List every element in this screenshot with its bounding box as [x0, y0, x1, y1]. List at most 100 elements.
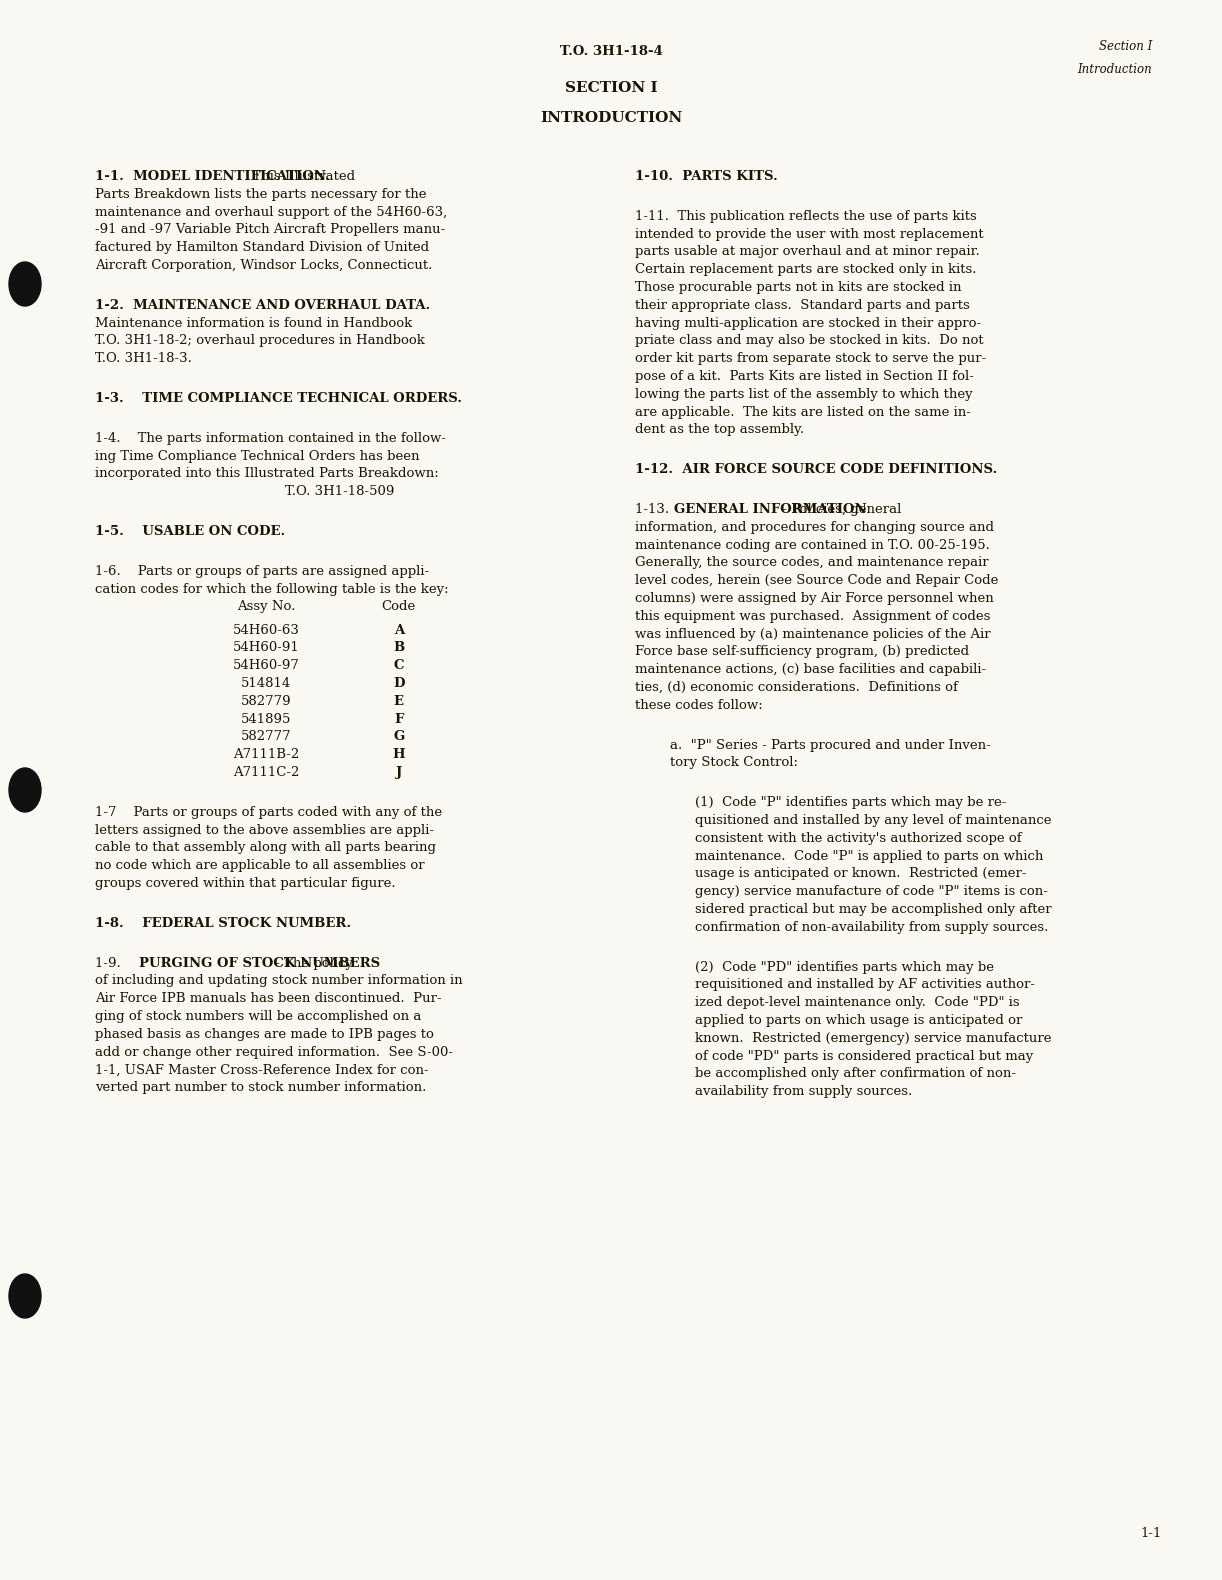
Text: consistent with the activity's authorized scope of: consistent with the activity's authorize… — [695, 831, 1022, 845]
Text: no code which are applicable to all assemblies or: no code which are applicable to all asse… — [95, 860, 424, 872]
Text: a.  "P" Series - Parts procured and under Inven-: a. "P" Series - Parts procured and under… — [670, 738, 991, 752]
Text: 54H60-91: 54H60-91 — [233, 641, 299, 654]
Text: maintenance actions, (c) base facilities and capabili-: maintenance actions, (c) base facilities… — [635, 664, 986, 676]
Text: T.O. 3H1-18-509: T.O. 3H1-18-509 — [285, 485, 395, 498]
Text: letters assigned to the above assemblies are appli-: letters assigned to the above assemblies… — [95, 823, 434, 836]
Text: was influenced by (a) maintenance policies of the Air: was influenced by (a) maintenance polici… — [635, 627, 991, 640]
Text: factured by Hamilton Standard Division of United: factured by Hamilton Standard Division o… — [95, 242, 429, 254]
Text: Code: Code — [381, 600, 415, 613]
Text: phased basis as changes are made to IPB pages to: phased basis as changes are made to IPB … — [95, 1027, 434, 1041]
Text: -91 and -97 Variable Pitch Aircraft Propellers manu-: -91 and -97 Variable Pitch Aircraft Prop… — [95, 223, 445, 237]
Text: F: F — [395, 713, 403, 725]
Text: 1-7    Parts or groups of parts coded with any of the: 1-7 Parts or groups of parts coded with … — [95, 806, 442, 818]
Text: 1-1.  MODEL IDENTIFICATION.: 1-1. MODEL IDENTIFICATION. — [95, 171, 330, 183]
Text: verted part number to stock number information.: verted part number to stock number infor… — [95, 1081, 426, 1093]
Text: A7111C-2: A7111C-2 — [233, 766, 299, 779]
Text: 1-3.    TIME COMPLIANCE TECHNICAL ORDERS.: 1-3. TIME COMPLIANCE TECHNICAL ORDERS. — [95, 392, 462, 404]
Text: 1-1, USAF Master Cross-Reference Index for con-: 1-1, USAF Master Cross-Reference Index f… — [95, 1063, 429, 1076]
Text: Section I: Section I — [1099, 40, 1152, 54]
Text: 1-5.    USABLE ON CODE.: 1-5. USABLE ON CODE. — [95, 525, 285, 539]
Text: order kit parts from separate stock to serve the pur-: order kit parts from separate stock to s… — [635, 352, 986, 365]
Text: 1-13.: 1-13. — [635, 502, 678, 517]
Text: of code "PD" parts is considered practical but may: of code "PD" parts is considered practic… — [695, 1049, 1034, 1063]
Text: Force base self-sufficiency program, (b) predicted: Force base self-sufficiency program, (b)… — [635, 645, 969, 659]
Text: Assy No.: Assy No. — [237, 600, 296, 613]
Text: C: C — [393, 659, 404, 672]
Text: ing Time Compliance Technical Orders has been: ing Time Compliance Technical Orders has… — [95, 450, 419, 463]
Text: applied to parts on which usage is anticipated or: applied to parts on which usage is antic… — [695, 1014, 1023, 1027]
Text: Parts Breakdown lists the parts necessary for the: Parts Breakdown lists the parts necessar… — [95, 188, 426, 201]
Text: 582777: 582777 — [241, 730, 292, 743]
Text: intended to provide the user with most replacement: intended to provide the user with most r… — [635, 228, 984, 240]
Text: level codes, herein (see Source Code and Repair Code: level codes, herein (see Source Code and… — [635, 574, 998, 588]
Text: this equipment was purchased.  Assignment of codes: this equipment was purchased. Assignment… — [635, 610, 990, 623]
Text: Air Force IPB manuals has been discontinued.  Pur-: Air Force IPB manuals has been discontin… — [95, 992, 441, 1005]
Text: columns) were assigned by Air Force personnel when: columns) were assigned by Air Force pers… — [635, 592, 993, 605]
Text: Introduction: Introduction — [1078, 63, 1152, 76]
Text: - Policies, general: - Policies, general — [778, 502, 902, 517]
Text: 1-10.  PARTS KITS.: 1-10. PARTS KITS. — [635, 171, 777, 183]
Text: availability from supply sources.: availability from supply sources. — [695, 1085, 913, 1098]
Text: This Illustrated: This Illustrated — [243, 171, 354, 183]
Text: 1-1: 1-1 — [1140, 1526, 1162, 1540]
Text: - The policy: - The policy — [271, 956, 353, 970]
Text: maintenance.  Code "P" is applied to parts on which: maintenance. Code "P" is applied to part… — [695, 850, 1044, 863]
Text: these codes follow:: these codes follow: — [635, 698, 763, 713]
Text: Maintenance information is found in Handbook: Maintenance information is found in Hand… — [95, 316, 412, 330]
Text: their appropriate class.  Standard parts and parts: their appropriate class. Standard parts … — [635, 299, 970, 311]
Text: requisitioned and installed by AF activities author-: requisitioned and installed by AF activi… — [695, 978, 1035, 991]
Text: Certain replacement parts are stocked only in kits.: Certain replacement parts are stocked on… — [635, 264, 976, 276]
Text: 1-2.  MAINTENANCE AND OVERHAUL DATA.: 1-2. MAINTENANCE AND OVERHAUL DATA. — [95, 299, 430, 311]
Text: information, and procedures for changing source and: information, and procedures for changing… — [635, 521, 993, 534]
Text: cation codes for which the following table is the key:: cation codes for which the following tab… — [95, 583, 448, 596]
Text: tory Stock Control:: tory Stock Control: — [670, 757, 798, 769]
Text: INTRODUCTION: INTRODUCTION — [540, 111, 682, 125]
Text: ties, (d) economic considerations.  Definitions of: ties, (d) economic considerations. Defin… — [635, 681, 958, 694]
Text: maintenance and overhaul support of the 54H60-63,: maintenance and overhaul support of the … — [95, 205, 447, 218]
Text: add or change other required information.  See S-00-: add or change other required information… — [95, 1046, 453, 1059]
Text: H: H — [392, 749, 406, 762]
Text: dent as the top assembly.: dent as the top assembly. — [635, 423, 804, 436]
Text: be accomplished only after confirmation of non-: be accomplished only after confirmation … — [695, 1068, 1015, 1081]
Text: T.O. 3H1-18-3.: T.O. 3H1-18-3. — [95, 352, 192, 365]
Text: A7111B-2: A7111B-2 — [233, 749, 299, 762]
Text: quisitioned and installed by any level of maintenance: quisitioned and installed by any level o… — [695, 814, 1051, 826]
Text: D: D — [393, 676, 404, 690]
Text: T.O. 3H1-18-2; overhaul procedures in Handbook: T.O. 3H1-18-2; overhaul procedures in Ha… — [95, 335, 425, 348]
Text: PURGING OF STOCK NUMBERS: PURGING OF STOCK NUMBERS — [139, 956, 380, 970]
Text: 1-4.    The parts information contained in the follow-: 1-4. The parts information contained in … — [95, 431, 446, 446]
Text: gency) service manufacture of code "P" items is con-: gency) service manufacture of code "P" i… — [695, 885, 1048, 897]
Text: are applicable.  The kits are listed on the same in-: are applicable. The kits are listed on t… — [635, 406, 970, 419]
Text: 54H60-97: 54H60-97 — [233, 659, 299, 672]
Text: 1-8.    FEDERAL STOCK NUMBER.: 1-8. FEDERAL STOCK NUMBER. — [95, 916, 351, 929]
Text: 541895: 541895 — [241, 713, 292, 725]
Text: parts usable at major overhaul and at minor repair.: parts usable at major overhaul and at mi… — [635, 245, 980, 259]
Text: Those procurable parts not in kits are stocked in: Those procurable parts not in kits are s… — [635, 281, 962, 294]
Text: J: J — [396, 766, 402, 779]
Ellipse shape — [9, 768, 42, 812]
Text: T.O. 3H1-18-4: T.O. 3H1-18-4 — [560, 44, 662, 58]
Text: 1-12.  AIR FORCE SOURCE CODE DEFINITIONS.: 1-12. AIR FORCE SOURCE CODE DEFINITIONS. — [635, 463, 997, 476]
Text: pose of a kit.  Parts Kits are listed in Section II fol-: pose of a kit. Parts Kits are listed in … — [635, 370, 974, 382]
Text: Aircraft Corporation, Windsor Locks, Connecticut.: Aircraft Corporation, Windsor Locks, Con… — [95, 259, 433, 272]
Text: sidered practical but may be accomplished only after: sidered practical but may be accomplishe… — [695, 904, 1052, 916]
Text: 514814: 514814 — [242, 676, 292, 690]
Text: priate class and may also be stocked in kits.  Do not: priate class and may also be stocked in … — [635, 335, 984, 348]
Text: confirmation of non-availability from supply sources.: confirmation of non-availability from su… — [695, 921, 1048, 934]
Text: cable to that assembly along with all parts bearing: cable to that assembly along with all pa… — [95, 841, 436, 855]
Text: A: A — [393, 624, 404, 637]
Ellipse shape — [9, 262, 42, 307]
Text: ging of stock numbers will be accomplished on a: ging of stock numbers will be accomplish… — [95, 1010, 422, 1022]
Text: of including and updating stock number information in: of including and updating stock number i… — [95, 975, 463, 988]
Text: 54H60-63: 54H60-63 — [233, 624, 299, 637]
Text: GENERAL INFORMATION: GENERAL INFORMATION — [673, 502, 866, 517]
Text: 582779: 582779 — [241, 695, 292, 708]
Text: 1-9.: 1-9. — [95, 956, 138, 970]
Text: SECTION I: SECTION I — [565, 81, 657, 95]
Text: E: E — [393, 695, 403, 708]
Text: 1-6.    Parts or groups of parts are assigned appli-: 1-6. Parts or groups of parts are assign… — [95, 564, 429, 578]
Text: lowing the parts list of the assembly to which they: lowing the parts list of the assembly to… — [635, 387, 973, 401]
Text: ized depot-level maintenance only.  Code "PD" is: ized depot-level maintenance only. Code … — [695, 997, 1019, 1010]
Text: (2)  Code "PD" identifies parts which may be: (2) Code "PD" identifies parts which may… — [695, 961, 993, 973]
Text: 1-11.  This publication reflects the use of parts kits: 1-11. This publication reflects the use … — [635, 210, 976, 223]
